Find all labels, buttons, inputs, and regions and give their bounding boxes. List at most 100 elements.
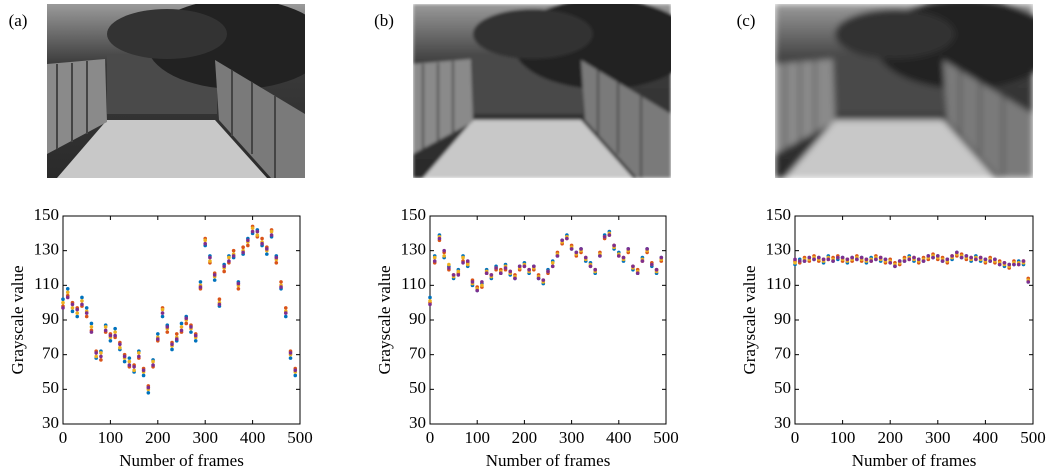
data-point	[84, 314, 89, 319]
data-point	[1007, 262, 1011, 267]
y-tick-label: 90	[409, 309, 426, 328]
data-point	[574, 250, 579, 255]
data-point	[250, 226, 255, 230]
data-point	[70, 306, 75, 310]
data-point	[517, 264, 522, 269]
data-point	[964, 254, 969, 258]
data-point	[141, 368, 146, 373]
data-point	[936, 254, 940, 258]
data-point	[442, 248, 446, 253]
data-point	[480, 280, 484, 284]
data-point	[508, 269, 513, 274]
y-tick-label: 30	[42, 413, 59, 432]
data-point	[170, 342, 174, 347]
data-point	[203, 241, 207, 246]
data-point	[626, 247, 631, 251]
data-point	[883, 257, 888, 262]
data-point	[89, 325, 94, 329]
axes-box	[794, 215, 1034, 425]
data-point	[265, 252, 269, 256]
photo-c	[775, 4, 1033, 178]
data-point	[797, 259, 802, 263]
x-tick-label: 100	[98, 428, 124, 447]
data-point	[222, 269, 226, 274]
data-point	[635, 271, 640, 276]
data-point	[793, 261, 797, 265]
data-point	[170, 347, 174, 352]
x-tick-label: 400	[606, 428, 632, 447]
data-point	[494, 266, 498, 270]
x-tick-label: 300	[559, 428, 585, 447]
data-point	[826, 257, 831, 262]
data-point	[103, 325, 108, 329]
data-point	[80, 299, 84, 303]
data-point	[650, 262, 654, 267]
data-point	[160, 307, 165, 312]
data-point	[874, 257, 878, 262]
data-point	[269, 233, 274, 237]
x-axis-label: Number of frames	[852, 451, 977, 470]
data-point	[70, 309, 75, 314]
data-point	[241, 245, 245, 249]
data-point	[802, 259, 807, 263]
data-point	[850, 255, 854, 260]
data-point	[127, 363, 132, 367]
data-point	[912, 255, 916, 260]
data-point	[118, 342, 122, 347]
data-point	[198, 285, 203, 289]
data-point	[75, 311, 80, 315]
data-point	[122, 354, 127, 359]
y-tick-label: 70	[409, 344, 426, 363]
data-point	[465, 262, 470, 267]
data-point	[174, 332, 179, 336]
data-point	[579, 247, 583, 251]
data-point	[921, 259, 926, 263]
data-point	[831, 259, 835, 263]
x-tick-label: 200	[512, 428, 538, 447]
data-point	[607, 233, 612, 237]
data-point	[950, 254, 954, 258]
data-point	[212, 273, 217, 277]
data-point	[113, 333, 117, 338]
data-point	[269, 229, 274, 234]
data-point	[160, 314, 165, 319]
data-point	[65, 295, 70, 300]
y-tick-label: 150	[34, 205, 60, 224]
y-tick-label: 90	[42, 309, 59, 328]
x-tick-label: 0	[426, 428, 435, 447]
data-point	[255, 229, 260, 234]
data-point	[654, 267, 659, 272]
data-point	[940, 259, 945, 263]
data-point	[859, 255, 864, 260]
data-point	[836, 255, 840, 260]
data-point	[812, 257, 816, 262]
data-point	[231, 254, 236, 258]
data-point	[137, 354, 141, 359]
data-point	[236, 287, 241, 291]
data-point	[931, 255, 935, 260]
data-point	[151, 359, 155, 364]
y-axis-label: Grayscale value	[375, 265, 394, 374]
data-point	[522, 264, 527, 269]
data-point	[260, 241, 264, 246]
data-point	[988, 259, 992, 263]
axes-box	[62, 215, 301, 425]
data-point	[99, 351, 103, 355]
data-point	[113, 326, 117, 331]
data-point	[878, 255, 883, 260]
data-point	[184, 316, 189, 321]
data-point	[108, 333, 113, 338]
data-point	[61, 300, 65, 305]
panel-label: (b)	[374, 11, 394, 30]
data-point	[174, 337, 179, 341]
data-point	[475, 288, 480, 293]
data-point	[593, 267, 597, 272]
y-tick-label: 130	[766, 240, 792, 259]
data-point	[532, 264, 536, 269]
data-point	[817, 255, 821, 260]
data-point	[1002, 261, 1007, 265]
data-point	[75, 307, 80, 312]
data-point	[160, 311, 165, 315]
data-point	[565, 236, 569, 241]
